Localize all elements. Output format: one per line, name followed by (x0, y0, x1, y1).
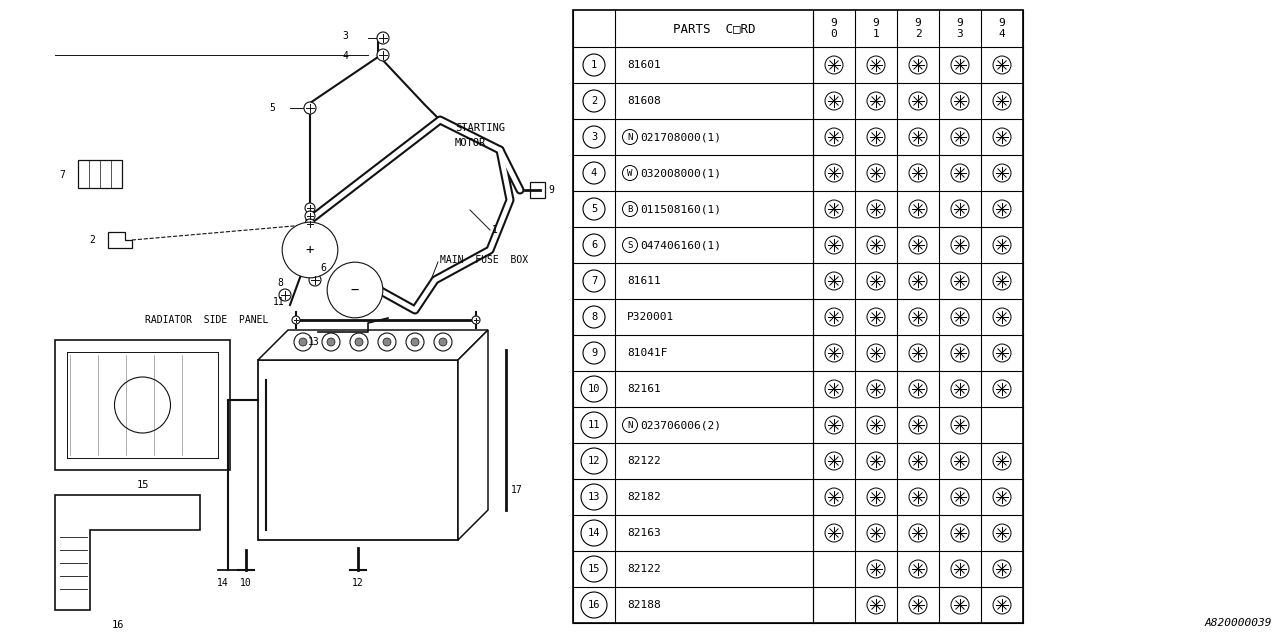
Text: P320001: P320001 (627, 312, 675, 322)
Text: STARTING: STARTING (454, 123, 506, 133)
Text: 8: 8 (591, 312, 598, 322)
Circle shape (434, 333, 452, 351)
Text: −: − (351, 283, 360, 297)
Polygon shape (458, 330, 488, 540)
Text: 011508160(1): 011508160(1) (640, 204, 721, 214)
Text: 82182: 82182 (627, 492, 660, 502)
Circle shape (378, 49, 389, 61)
Text: 032008000(1): 032008000(1) (640, 168, 721, 178)
Text: 15: 15 (136, 480, 148, 490)
Text: 4: 4 (591, 168, 598, 178)
Circle shape (406, 333, 424, 351)
Bar (573, 10, 1023, 623)
Text: N: N (627, 132, 632, 141)
Text: N: N (627, 420, 632, 429)
Text: 2: 2 (591, 96, 598, 106)
Circle shape (292, 316, 300, 324)
Text: 16: 16 (588, 600, 600, 610)
Circle shape (305, 219, 315, 229)
Text: 9
0: 9 0 (831, 18, 837, 39)
Text: 5: 5 (269, 103, 275, 113)
Text: 7: 7 (591, 276, 598, 286)
Text: 82188: 82188 (627, 600, 660, 610)
Text: 16: 16 (111, 620, 124, 630)
Text: 7: 7 (59, 170, 65, 180)
Text: 3: 3 (342, 31, 348, 41)
Text: 9
4: 9 4 (998, 18, 1005, 39)
Text: 81601: 81601 (627, 60, 660, 70)
Text: 047406160(1): 047406160(1) (640, 240, 721, 250)
Bar (259, 360, 458, 540)
Text: 82122: 82122 (627, 564, 660, 574)
Text: PARTS  C□RD: PARTS C□RD (673, 22, 755, 35)
Circle shape (326, 338, 335, 346)
Text: 9: 9 (591, 348, 598, 358)
Text: 6: 6 (591, 240, 598, 250)
Circle shape (294, 333, 312, 351)
Text: 82161: 82161 (627, 384, 660, 394)
Text: 3: 3 (591, 132, 598, 142)
Circle shape (279, 289, 291, 301)
Text: B: B (627, 205, 632, 214)
Text: 6: 6 (320, 263, 326, 273)
Text: 13: 13 (308, 337, 320, 347)
Circle shape (349, 333, 369, 351)
Text: 13: 13 (588, 492, 600, 502)
Circle shape (305, 102, 316, 114)
Circle shape (411, 338, 419, 346)
Text: 14: 14 (588, 528, 600, 538)
Text: MAIN  FUSE  BOX: MAIN FUSE BOX (440, 255, 529, 265)
Text: +: + (306, 243, 314, 257)
Circle shape (323, 333, 340, 351)
Text: 15: 15 (588, 564, 600, 574)
Circle shape (305, 203, 315, 213)
Text: W: W (627, 168, 632, 177)
Text: 82163: 82163 (627, 528, 660, 538)
Text: 1: 1 (492, 225, 498, 235)
Text: RADIATOR  SIDE  PANEL: RADIATOR SIDE PANEL (145, 315, 269, 325)
Text: 9
2: 9 2 (915, 18, 922, 39)
Circle shape (378, 333, 396, 351)
Text: 10: 10 (588, 384, 600, 394)
Circle shape (305, 211, 315, 221)
Text: 11: 11 (588, 420, 600, 430)
Text: 12: 12 (588, 456, 600, 466)
Circle shape (300, 338, 307, 346)
Text: 9
1: 9 1 (873, 18, 879, 39)
Text: 5: 5 (591, 204, 598, 214)
Text: 14: 14 (218, 578, 229, 588)
Text: 12: 12 (352, 578, 364, 588)
Text: 021708000(1): 021708000(1) (640, 132, 721, 142)
Bar (55, 340, 230, 470)
Text: 2: 2 (90, 235, 95, 245)
Circle shape (378, 32, 389, 44)
Text: 1: 1 (591, 60, 598, 70)
Circle shape (355, 338, 364, 346)
Polygon shape (259, 330, 488, 360)
Text: 9: 9 (548, 185, 554, 195)
Text: 81608: 81608 (627, 96, 660, 106)
Text: A820000039: A820000039 (1204, 618, 1272, 628)
Text: S: S (627, 241, 632, 250)
Text: 81611: 81611 (627, 276, 660, 286)
Circle shape (472, 316, 480, 324)
Bar (78, 160, 122, 188)
Text: 17: 17 (511, 485, 522, 495)
Text: 82122: 82122 (627, 456, 660, 466)
Text: 11: 11 (273, 297, 284, 307)
Text: 81041F: 81041F (627, 348, 667, 358)
Circle shape (439, 338, 447, 346)
Text: MOTOR: MOTOR (454, 138, 486, 148)
Circle shape (308, 274, 321, 286)
Text: 9
3: 9 3 (956, 18, 964, 39)
Circle shape (383, 338, 390, 346)
Text: 4: 4 (342, 51, 348, 61)
Text: 023706006(2): 023706006(2) (640, 420, 721, 430)
Text: 10: 10 (241, 578, 252, 588)
Text: 8: 8 (276, 278, 283, 288)
